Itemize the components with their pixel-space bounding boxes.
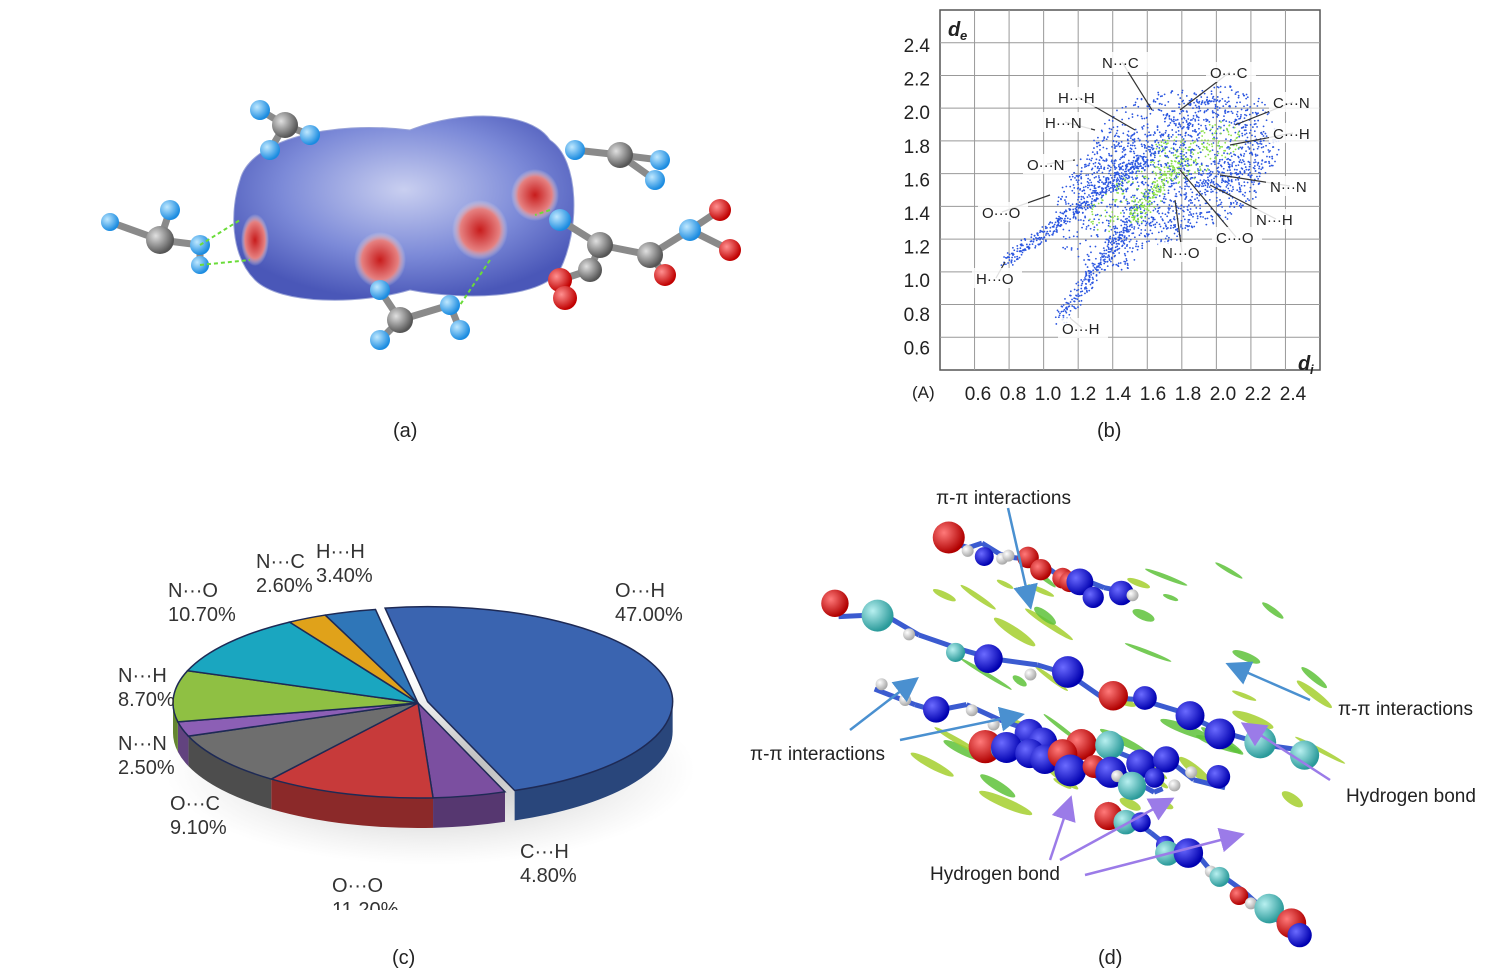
pie-slice bbox=[323, 608, 419, 704]
pie-slice-percent: 2.50% bbox=[118, 757, 175, 779]
contact-label: O···O bbox=[982, 205, 1020, 222]
pi-pi-label-left: π-π interactions bbox=[750, 744, 885, 765]
pie-slice-percent: 3.40% bbox=[316, 565, 373, 587]
y-axis-subscript: e bbox=[960, 28, 967, 43]
x-tick-label: 2.0 bbox=[1210, 384, 1236, 405]
pie-slice-label: N···O bbox=[168, 580, 218, 602]
x-tick-label: 1.8 bbox=[1175, 384, 1201, 405]
caption-d: (d) bbox=[1098, 947, 1123, 969]
contact-pie-chart: O···H47.00% C···H4.80% O···O 11.20% O···C9.1… bbox=[118, 541, 695, 910]
corner-label: (A) bbox=[912, 383, 935, 402]
pi-pi-label-top: π-π interactions bbox=[936, 488, 1071, 509]
y-tick-label: 2.2 bbox=[904, 70, 930, 91]
y-tick-label: 0.6 bbox=[904, 338, 930, 359]
pie-slice-percent: 8.70% bbox=[118, 689, 175, 711]
contact-label: N···H bbox=[1256, 212, 1293, 229]
contact-label: O···N bbox=[1027, 157, 1065, 174]
pie-slice bbox=[186, 621, 419, 704]
fingerprint-plot: 2.4 2.2 2.0 1.8 1.6 1.4 1.2 1.0 0.8 0.6 0.6 0.8 1.0… bbox=[904, 9, 1321, 405]
pie-slice-side bbox=[188, 736, 272, 810]
pie-slice-percent: 9.10% bbox=[170, 817, 227, 839]
fingerprint-point-cloud bbox=[1000, 85, 1280, 325]
x-tick-label: 0.6 bbox=[965, 384, 991, 405]
x-tick-label: 2.2 bbox=[1245, 384, 1271, 405]
contact-label: O···H bbox=[1062, 321, 1100, 338]
contact-label: H···N bbox=[1045, 115, 1082, 132]
nci-molecule-atoms bbox=[821, 521, 1346, 948]
pie-slice-label: H···H bbox=[316, 541, 365, 563]
pie-slice-label: O···C bbox=[170, 793, 220, 815]
pie-slice bbox=[186, 702, 419, 780]
pie-slice-side bbox=[271, 779, 434, 828]
pie-slice-percent: 4.80% bbox=[520, 865, 577, 887]
pie-slice-label: N···N bbox=[118, 733, 167, 755]
y-tick-label: 1.0 bbox=[904, 271, 930, 292]
x-tick-label: 1.4 bbox=[1105, 384, 1132, 405]
pi-pi-label-right: π-π interactions bbox=[1338, 699, 1473, 720]
x-tick-label: 1.6 bbox=[1140, 384, 1166, 405]
x-tick-label: 1.0 bbox=[1035, 384, 1061, 405]
contact-label: C···N bbox=[1273, 95, 1310, 112]
pie-slice-side bbox=[177, 721, 189, 767]
nci-arrows bbox=[849, 507, 1331, 877]
y-tick-label: 2.0 bbox=[904, 103, 930, 124]
contact-label: N···O bbox=[1162, 245, 1200, 262]
y-tick-label: 0.8 bbox=[904, 305, 930, 326]
contact-label: H···O bbox=[976, 271, 1014, 288]
x-axis-subscript: i bbox=[1310, 362, 1314, 377]
pie-slice-label: N···C bbox=[256, 551, 305, 573]
y-axis-label: d bbox=[948, 19, 961, 41]
pie-slice bbox=[269, 701, 434, 799]
x-tick-label: 2.4 bbox=[1280, 384, 1307, 405]
hydrogen-bond-label-right: Hydrogen bond bbox=[1346, 786, 1476, 807]
contact-label: O···C bbox=[1210, 65, 1248, 82]
nci-interaction-plot: π-π interactions π-π interactions π-π in… bbox=[750, 488, 1476, 948]
pie-slice-percent: 47.00% bbox=[615, 604, 683, 626]
y-tick-label: 1.4 bbox=[904, 204, 931, 225]
caption-c: (c) bbox=[392, 947, 416, 969]
y-tick-label: 1.8 bbox=[904, 137, 930, 158]
pie-slice-label: O···H bbox=[615, 580, 665, 602]
contact-label: N···N bbox=[1270, 179, 1307, 196]
x-tick-label: 0.8 bbox=[1000, 384, 1026, 405]
contact-label: C···H bbox=[1273, 126, 1310, 143]
contact-label: C···O bbox=[1216, 230, 1254, 247]
pie-slice-percent: 2.60% bbox=[256, 575, 313, 597]
y-tick-label: 1.6 bbox=[904, 170, 930, 191]
caption-b: (b) bbox=[1097, 420, 1122, 442]
hirshfeld-surface-figure bbox=[101, 100, 741, 350]
pie-slice-label: N···H bbox=[118, 665, 167, 687]
caption-a: (a) bbox=[393, 420, 418, 442]
pie-slice-side bbox=[514, 701, 673, 821]
pie-slice-percent: 11.20% bbox=[332, 899, 399, 910]
pie-slice-side bbox=[433, 791, 506, 828]
x-tick-label: 1.2 bbox=[1070, 384, 1096, 405]
contact-label: H···H bbox=[1058, 90, 1095, 107]
pie-slice-label: C···H bbox=[520, 841, 569, 863]
hydrogen-bond-label-bottom: Hydrogen bond bbox=[930, 864, 1060, 885]
y-tick-label: 2.4 bbox=[904, 36, 931, 57]
pie-slice-percent: 10.70% bbox=[168, 604, 236, 626]
pie-slice bbox=[383, 605, 674, 792]
contact-label: N···C bbox=[1102, 55, 1139, 72]
y-tick-label: 1.2 bbox=[904, 238, 930, 259]
pie-slice-label: O···O bbox=[332, 875, 383, 897]
pie-slice bbox=[172, 669, 419, 723]
x-axis-label: d bbox=[1298, 353, 1311, 375]
